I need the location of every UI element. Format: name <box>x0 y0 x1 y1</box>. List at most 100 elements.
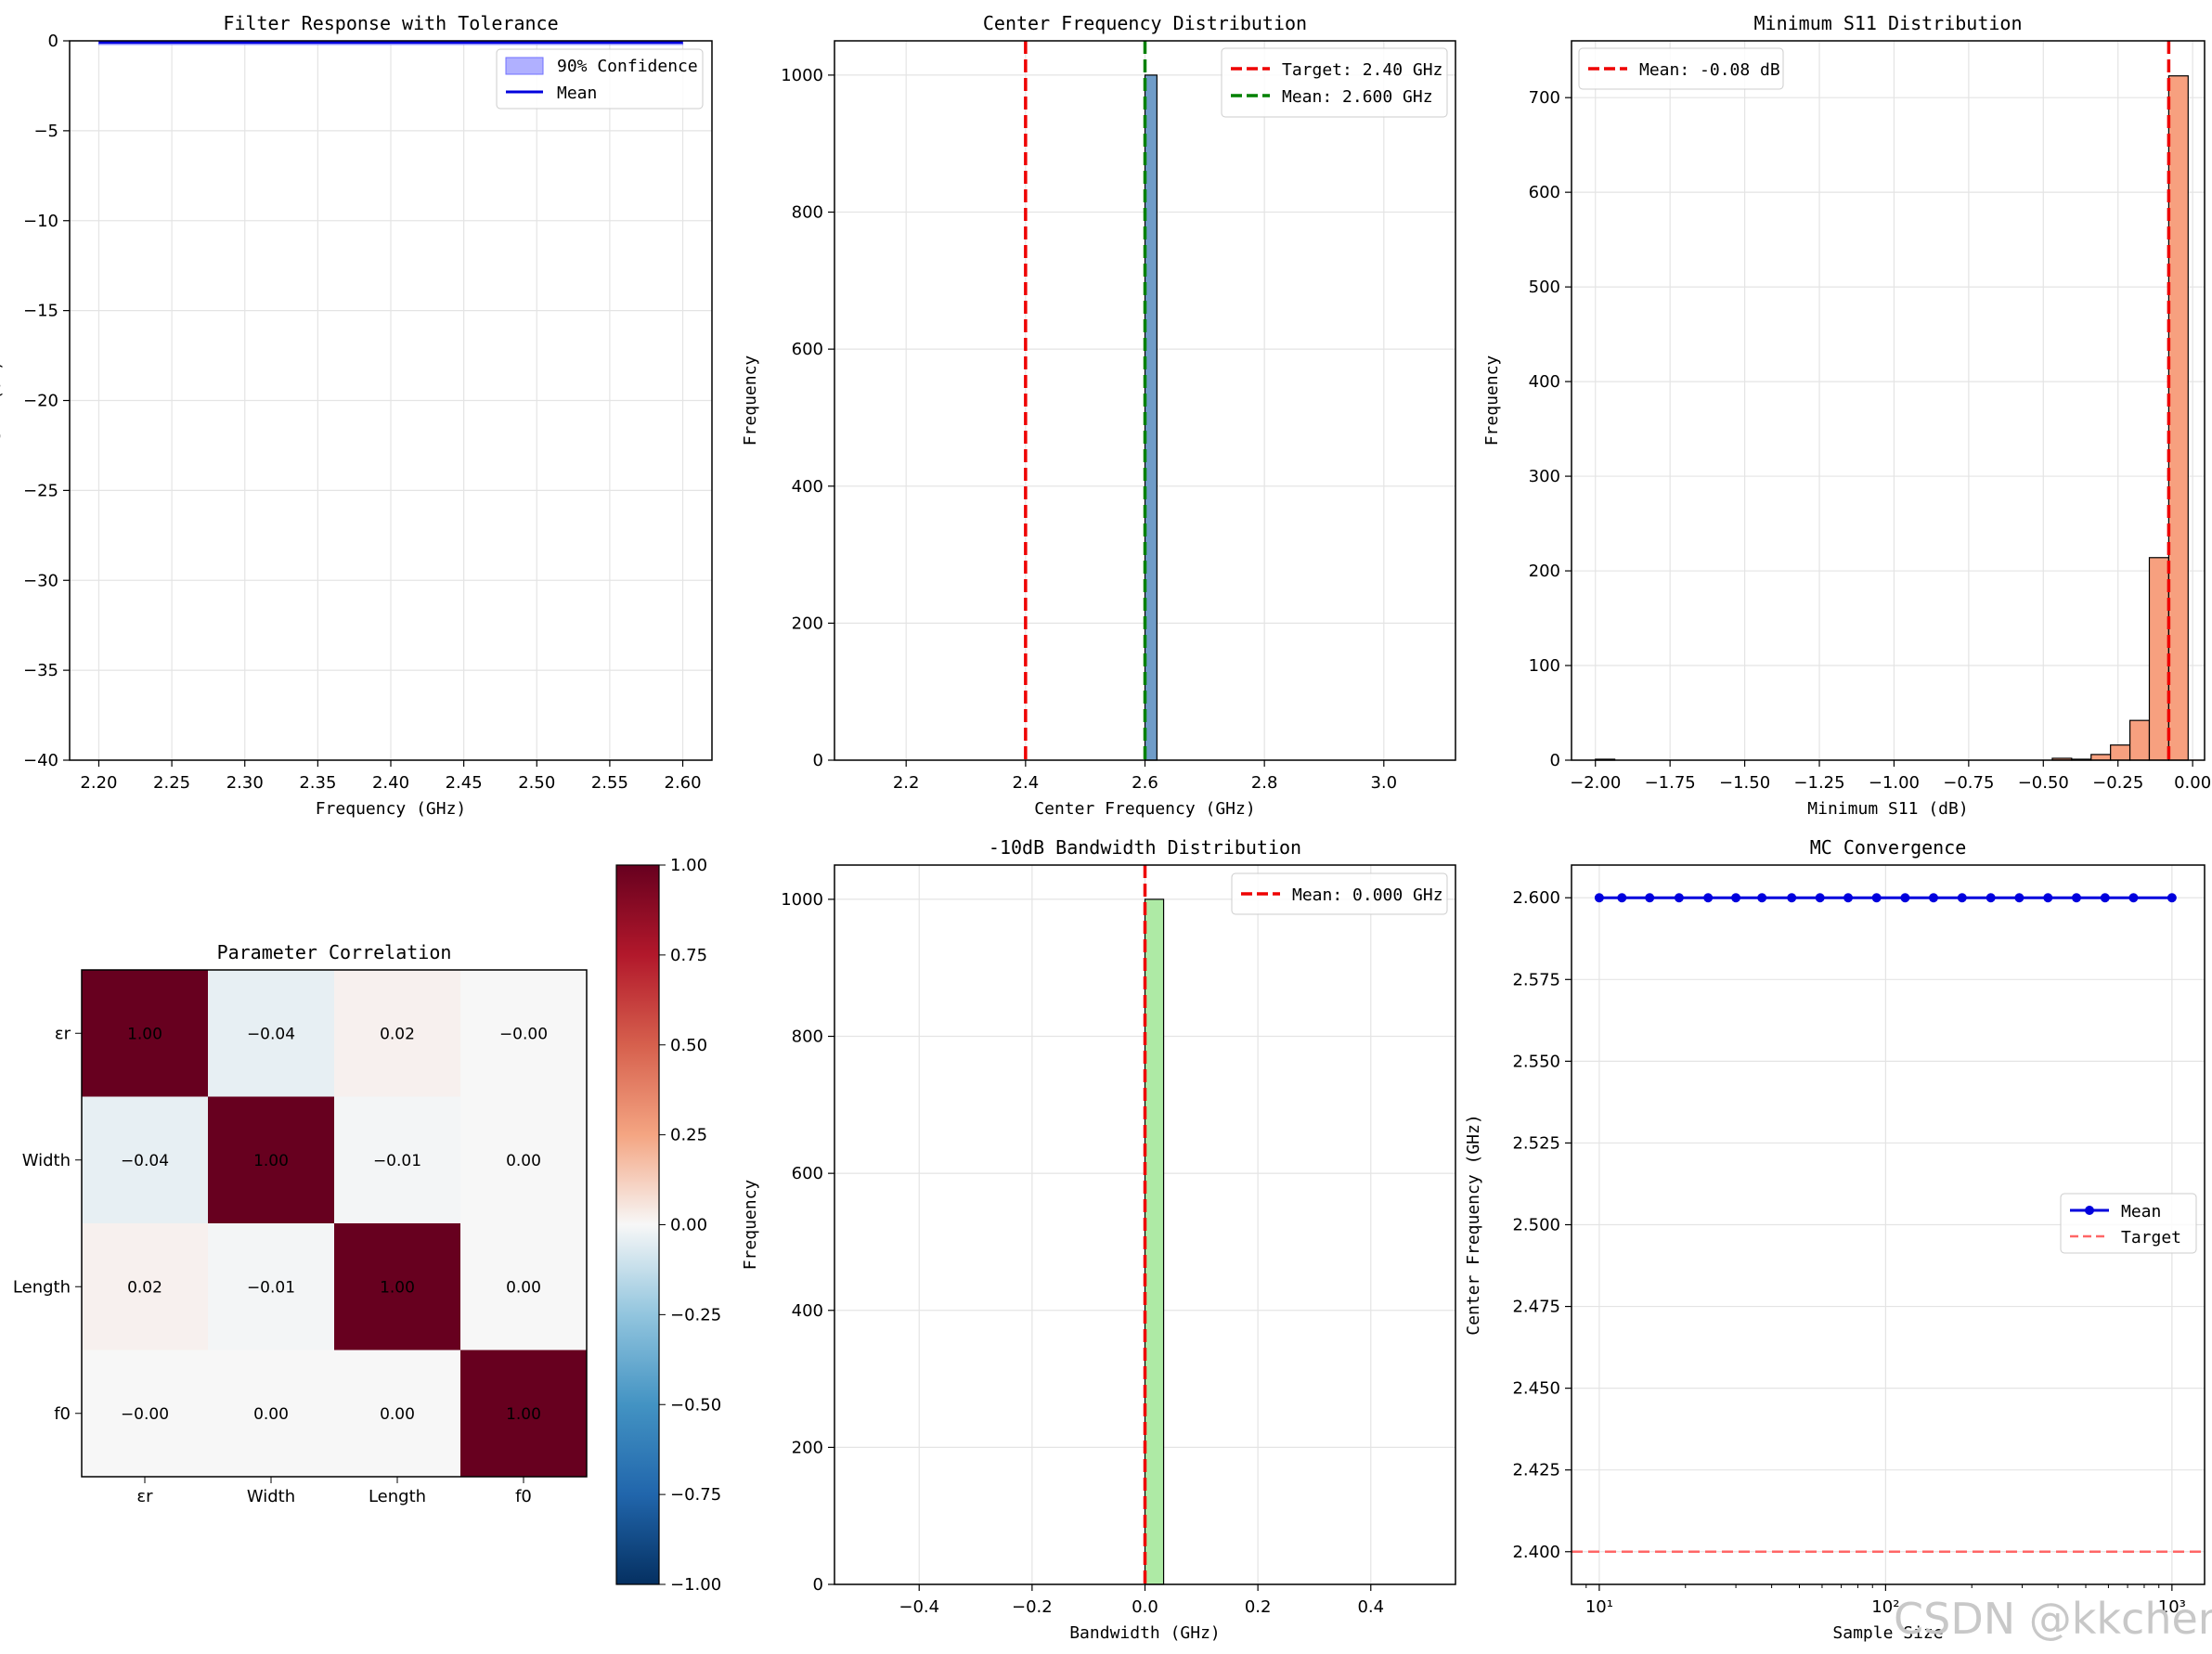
y-tick-label: 2.425 <box>1512 1461 1560 1480</box>
colorbar-tick-label: −1.00 <box>670 1575 721 1595</box>
legend-label-mean: Mean <box>557 84 597 103</box>
y-tick-label: 200 <box>792 614 823 633</box>
heatmap-cell <box>334 1350 461 1478</box>
mean-series-point <box>2128 893 2139 903</box>
heatmap-cell <box>460 1223 588 1350</box>
y-tick-label: 2.525 <box>1512 1133 1560 1153</box>
legend-box <box>2060 1193 2197 1254</box>
x-axis-label: Minimum S11 (dB) <box>1807 799 1968 819</box>
mean-series-point <box>1674 893 1684 903</box>
chart-title: Filter Response with Tolerance <box>223 12 558 34</box>
heatmap-cell <box>208 1096 335 1224</box>
heatmap-cell-label: −0.04 <box>121 1152 169 1170</box>
plot-frame <box>81 969 588 1478</box>
y-tick-label: 0 <box>1550 751 1560 770</box>
chart-title: Minimum S11 Distribution <box>1754 12 2023 34</box>
x-tick-label: −0.4 <box>899 1597 939 1617</box>
y-tick-label: 600 <box>792 1164 823 1183</box>
x-tick-label: 2.20 <box>80 773 117 793</box>
heatmap-cell <box>460 1350 588 1478</box>
y-tick-label: 0 <box>813 1575 823 1595</box>
histogram-bar <box>2167 75 2189 761</box>
heatmap-cell <box>460 1096 588 1224</box>
y-tick-label: 0 <box>813 751 823 770</box>
y-tick-label: 200 <box>792 1438 823 1457</box>
y-tick-label: 800 <box>792 203 823 223</box>
x-tick-label: 2.30 <box>226 773 264 793</box>
y-tick-label: εr <box>55 1024 71 1043</box>
x-tick-label: 2.60 <box>665 773 702 793</box>
mean-series-point <box>1843 893 1854 903</box>
y-tick-label: 2.450 <box>1512 1379 1560 1399</box>
y-tick-label: −5 <box>33 122 58 141</box>
legend-box <box>1578 47 1784 90</box>
x-tick-label: Length <box>369 1487 426 1506</box>
x-tick-label: 0.2 <box>1245 1597 1272 1617</box>
legend-label: Mean: 2.600 GHz <box>1282 87 1433 107</box>
bandwidth-panel: −0.4 −0.2 0.0 0.2 0.4 0 200 400 600 800 1000 -10dB … <box>741 836 1456 1643</box>
heatmap-cell <box>334 1223 461 1350</box>
colorbar-tick-label: 0.25 <box>670 1126 707 1145</box>
plot-frame <box>1571 864 2206 1585</box>
mean-series-point <box>1986 893 1996 903</box>
heatmap-cell <box>208 970 335 1097</box>
legend-label-mean: Mean <box>2121 1202 2161 1221</box>
y-tick-label: 400 <box>1529 372 1560 392</box>
heatmap-cell <box>208 1350 335 1478</box>
x-tick-label: −1.25 <box>1793 773 1844 793</box>
x-tick-label: 2.4 <box>1013 773 1040 793</box>
x-tick-label: −1.75 <box>1645 773 1696 793</box>
legend-box <box>496 48 704 110</box>
x-tick-label: 0.0 <box>1132 1597 1158 1617</box>
x-tick-label: 10² <box>1871 1597 1899 1617</box>
x-tick-label: 3.0 <box>1370 773 1397 793</box>
watermark: CSDN @kkchenjj <box>1894 1594 2212 1644</box>
legend-label: Mean: 0.000 GHz <box>1292 885 1443 905</box>
x-axis-label: Frequency (GHz) <box>316 799 467 819</box>
heatmap-cell <box>334 1096 461 1224</box>
x-tick-label: 2.40 <box>372 773 409 793</box>
x-tick-label: f0 <box>515 1487 532 1506</box>
y-tick-label: 100 <box>1529 656 1560 676</box>
mean-series-point <box>1617 893 1627 903</box>
y-tick-label: 400 <box>792 1301 823 1321</box>
heatmap-cell <box>82 1096 209 1224</box>
y-tick-label: f0 <box>54 1404 71 1424</box>
y-axis-label: Frequency <box>741 355 760 446</box>
chart-title: -10dB Bandwidth Distribution <box>989 836 1301 859</box>
plot-frame <box>834 40 1456 761</box>
mean-series-point <box>2043 893 2053 903</box>
x-tick-label: 2.35 <box>299 773 336 793</box>
mean-series-point <box>1757 893 1767 903</box>
histogram-bar <box>2128 719 2151 761</box>
center-frequency-panel: 2.2 2.4 2.6 2.8 3.0 0 200 400 600 800 1000 Center F… <box>741 12 1456 819</box>
heatmap-cell-label: 1.00 <box>127 1025 162 1043</box>
chart-title: Center Frequency Distribution <box>983 12 1307 34</box>
histogram-bar <box>2110 744 2131 761</box>
heatmap-cell-label: 0.02 <box>127 1278 162 1297</box>
y-tick-label: 600 <box>792 340 823 359</box>
y-tick-label: −30 <box>23 571 58 590</box>
convergence-panel: 10¹ 10² 10³ 2.600 2.575 2.550 2.525 2.500 2.475 2… <box>1464 836 2206 1643</box>
y-tick-label: 2.400 <box>1512 1543 1560 1562</box>
colorbar <box>615 864 660 1585</box>
x-axis-label: Center Frequency (GHz) <box>1034 799 1255 819</box>
y-tick-label: 2.475 <box>1512 1298 1560 1317</box>
heatmap-cell-label: 0.00 <box>506 1152 541 1170</box>
x-tick-label: 10³ <box>2158 1597 2186 1617</box>
colorbar-tick-label: 1.00 <box>670 856 707 875</box>
x-tick-label: −0.75 <box>1943 773 1994 793</box>
mean-series-point <box>2100 893 2110 903</box>
colorbar-tick-label: −0.50 <box>670 1395 721 1415</box>
heatmap-cell-label: 1.00 <box>380 1278 415 1297</box>
heatmap-cell-label: 0.00 <box>253 1405 289 1424</box>
y-axis-label: Frequency <box>741 1180 760 1271</box>
x-tick-label: −0.2 <box>1012 1597 1053 1617</box>
x-tick-label: 0.00 <box>2174 773 2211 793</box>
x-tick-label: 2.2 <box>893 773 920 793</box>
y-tick-label: 600 <box>1529 183 1560 202</box>
chart-title: Parameter Correlation <box>217 941 452 963</box>
x-tick-label: −1.00 <box>1869 773 1920 793</box>
mean-series-point <box>1703 893 1714 903</box>
